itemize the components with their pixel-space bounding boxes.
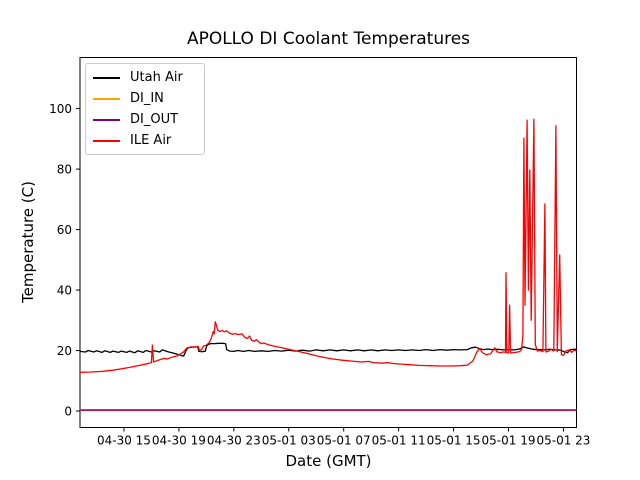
series-line-utah-air xyxy=(79,342,577,357)
x-tick-label: 05-01 15 xyxy=(427,434,481,448)
legend-label-di-out: DI_OUT xyxy=(130,112,179,127)
x-tick-label: 05-01 03 xyxy=(262,434,316,448)
y-tick-label: 40 xyxy=(57,283,72,297)
x-tick-label: 05-01 11 xyxy=(372,434,426,448)
x-tick-label: 05-01 19 xyxy=(482,434,536,448)
legend: Utah Air DI_IN DI_OUT ILE Air xyxy=(85,63,205,155)
chart-title: APOLLO DI Coolant Temperatures xyxy=(186,29,471,49)
legend-line-sample-di-in xyxy=(93,97,120,100)
y-tick-label: 80 xyxy=(57,162,72,176)
legend-item-di-in: DI_IN xyxy=(93,88,204,109)
legend-label-ile-air: ILE Air xyxy=(130,133,172,148)
x-tick-label: 04-30 23 xyxy=(207,434,261,448)
axes-border xyxy=(79,57,577,428)
legend-line-sample-utah-air xyxy=(93,76,120,79)
x-tick-label: 05-01 07 xyxy=(317,434,371,448)
y-tick-label: 60 xyxy=(57,223,72,237)
legend-label-utah-air: Utah Air xyxy=(130,70,183,85)
y-tick-label: 0 xyxy=(64,404,72,418)
y-tick-label: 20 xyxy=(57,344,72,358)
legend-item-ile-air: ILE Air xyxy=(93,130,204,151)
x-tick-label: 05-01 23 xyxy=(536,434,590,448)
legend-line-sample-di-out xyxy=(93,118,120,121)
series-line-ile-air xyxy=(79,118,577,373)
x-tick-label: 04-30 15 xyxy=(97,434,151,448)
legend-label-di-in: DI_IN xyxy=(130,91,164,106)
x-tick-label: 04-30 19 xyxy=(152,434,206,448)
legend-item-di-out: DI_OUT xyxy=(93,109,204,130)
legend-item-utah-air: Utah Air xyxy=(93,67,204,88)
x-axis-label: Date (GMT) xyxy=(285,452,372,470)
y-tick-label: 100 xyxy=(49,102,72,116)
legend-line-sample-ile-air xyxy=(93,139,120,142)
